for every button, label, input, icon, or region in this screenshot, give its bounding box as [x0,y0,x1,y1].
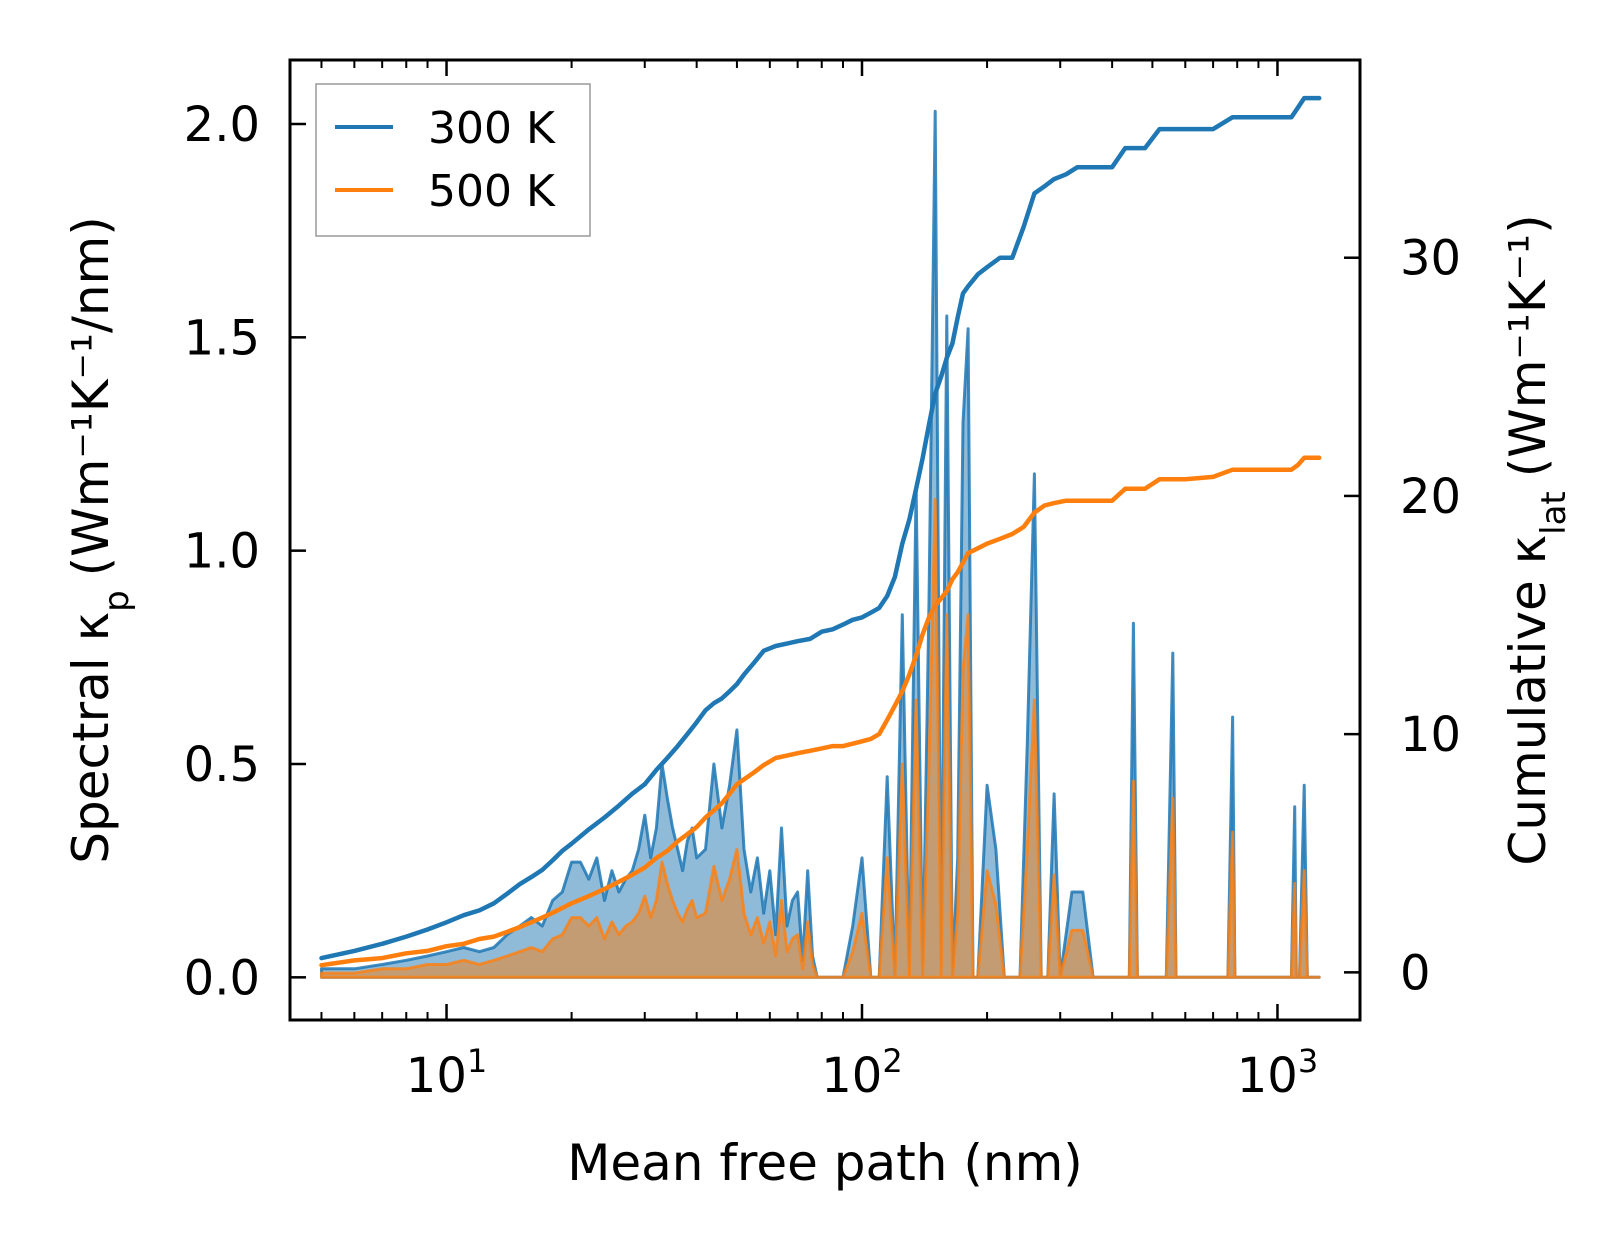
cumulative-line-300k [319,95,1322,961]
x-tick-label: 102 [821,1042,902,1104]
left-y-tick-label: 2.0 [184,97,260,153]
x-tick-label: 103 [1237,1042,1318,1104]
x-tick-label-exp: 3 [1298,1042,1318,1080]
x-tick-label-base: 10 [1237,1048,1298,1104]
left-y-axis-title: Spectral κp (Wm⁻¹K⁻¹/nm) [62,216,137,863]
spectral-fills [320,109,1321,979]
right-y-axis-title: Cumulative κlat (Wm⁻¹K⁻¹) [1499,214,1574,865]
cumulative-lines [319,95,1322,968]
legend-label-300k: 300 K [428,103,556,154]
right-y-axis-title-sub: lat [1534,491,1574,535]
left-y-tick-label: 0.0 [184,950,260,1006]
left-y-axis-title-main: Spectral κ [62,612,120,864]
right-y-axis-title-main: Cumulative κ [1499,535,1557,866]
legend-box [315,83,591,237]
x-tick-label: 101 [406,1042,487,1104]
left-y-axis-title-units: (Wm⁻¹K⁻¹/nm) [62,216,120,576]
right-y-tick-label: 0 [1400,945,1431,1001]
right-y-tick-label: 20 [1400,469,1461,525]
left-y-tick-label: 0.5 [184,737,260,793]
right-y-tick-label: 30 [1400,231,1461,287]
left-y-tick-label: 1.5 [184,310,260,366]
plot-frame [288,58,1362,1022]
cumulative-line-500k [319,455,1322,968]
x-tick-label-exp: 1 [467,1042,487,1080]
x-axis-title: Mean free path (nm) [567,1134,1083,1192]
spectral-area-500k [320,498,1321,979]
left-y-axis-title-sub: p [97,590,137,612]
x-tick-label-base: 10 [821,1048,882,1104]
left-y-tick-label: 1.0 [184,524,260,580]
legend-label-500k: 500 K [428,166,556,217]
x-tick-label-base: 10 [406,1048,467,1104]
right-y-axis-title-units: (Wm⁻¹K⁻¹) [1499,214,1557,477]
right-y-tick-label: 10 [1400,707,1461,763]
x-tick-label-exp: 2 [882,1042,902,1080]
legend: 300 K 500 K [315,83,591,237]
